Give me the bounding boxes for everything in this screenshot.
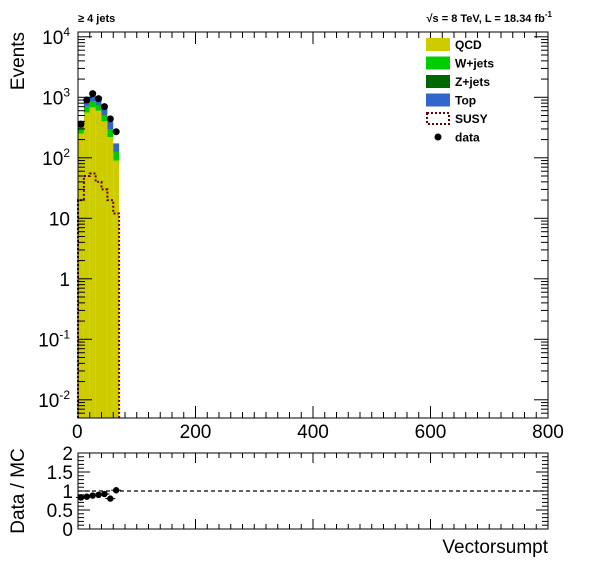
bar-z-jets-6 — [113, 151, 119, 152]
bar-w-jets-3 — [96, 105, 102, 111]
main-plot-frame — [78, 32, 548, 418]
lumi-sup: -1 — [545, 10, 553, 19]
y-tick-label-3: 10 — [49, 209, 70, 230]
y-tick-label-1: 10-1 — [38, 327, 70, 351]
ratio-point-5 — [107, 495, 113, 501]
legend-swatch-susy — [427, 113, 449, 124]
legend-label-w-jets: W+jets — [455, 57, 494, 71]
data-point-6 — [113, 128, 120, 135]
bar-z-jets-5 — [107, 129, 113, 130]
x-tick-label-4: 800 — [532, 422, 564, 443]
y-tick-label-6: 104 — [42, 25, 70, 49]
bar-qcd-1 — [84, 113, 90, 418]
legend-label-susy: SUSY — [455, 112, 488, 126]
y-tick-label-4: 102 — [42, 146, 70, 170]
bar-top-5 — [107, 122, 113, 130]
ratio-point-3 — [95, 492, 101, 498]
ratio-point-0 — [78, 494, 84, 500]
bar-qcd-3 — [96, 111, 102, 418]
bar-top-6 — [113, 143, 119, 151]
bar-qcd-2 — [90, 107, 96, 418]
legend-swatch-data — [435, 134, 442, 141]
x-tick-label-1: 200 — [180, 422, 212, 443]
ratio-y-tick-label-0: 0 — [62, 520, 73, 541]
ratio-plot-panel: 00.511.52 — [47, 444, 548, 541]
bar-w-jets-6 — [113, 152, 119, 161]
ratio-y-tick-label-4: 2 — [62, 444, 73, 465]
bar-qcd-5 — [107, 137, 113, 418]
legend-swatch-z-jets — [426, 75, 450, 88]
bar-w-jets-4 — [102, 115, 108, 121]
legend-label-data: data — [455, 131, 480, 145]
bar-w-jets-1 — [84, 107, 90, 113]
ratio-point-6 — [113, 487, 119, 493]
data-point-4 — [101, 103, 108, 110]
jets-label: ≥ 4 jets — [78, 13, 115, 25]
ratio-point-1 — [84, 494, 90, 500]
legend-swatch-top — [426, 94, 450, 107]
data-point-2 — [89, 90, 96, 97]
legend-label-top: Top — [455, 94, 476, 108]
x-tick-label-3: 600 — [415, 422, 447, 443]
ratio-point-4 — [101, 491, 107, 497]
legend-label-z-jets: Z+jets — [455, 75, 490, 89]
legend-swatch-w-jets — [426, 57, 450, 70]
y-tick-label-0: 10-2 — [38, 388, 70, 412]
y-tick-label-2: 1 — [59, 270, 70, 291]
ratio-y-tick-label-2: 1 — [62, 482, 73, 503]
lumi-text: √s = 8 TeV, L = 18.34 fb — [427, 13, 546, 25]
bar-w-jets-2 — [90, 102, 96, 108]
x-tick-label-0: 0 — [72, 422, 83, 443]
legend-swatch-qcd — [426, 38, 450, 51]
legend-label-qcd: QCD — [455, 38, 482, 52]
bar-w-jets-5 — [107, 130, 113, 137]
x-tick-label-2: 400 — [297, 422, 329, 443]
y-axis-title: Events — [8, 32, 29, 90]
ratio-y-axis-title: Data / MC — [8, 448, 29, 534]
data-point-5 — [107, 115, 114, 122]
ratio-y-tick-label-3: 1.5 — [47, 463, 73, 484]
data-point-3 — [95, 95, 102, 102]
lumi-label: √s = 8 TeV, L = 18.34 fb-1 — [427, 10, 553, 25]
ratio-y-tick-label-1: 0.5 — [47, 501, 73, 522]
ratio-point-2 — [89, 492, 95, 498]
y-tick-label-5: 103 — [42, 85, 70, 109]
bar-qcd-4 — [102, 121, 108, 418]
legend: QCD W+jets Z+jets Top SUSY data — [426, 38, 494, 145]
x-axis-title: Vectorsumpt — [442, 537, 548, 558]
